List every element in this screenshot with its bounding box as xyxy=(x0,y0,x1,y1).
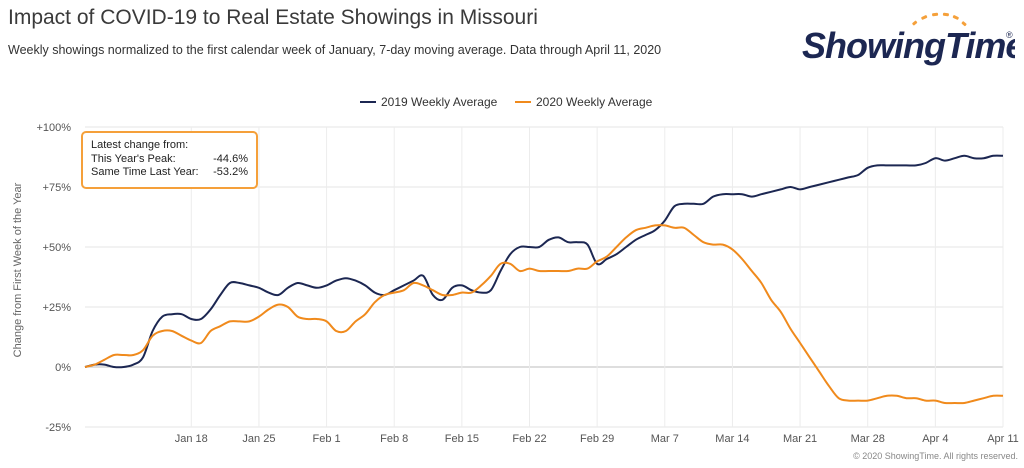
logo-registered-mark: ® xyxy=(1006,30,1013,40)
legend-swatch-2020 xyxy=(515,101,531,103)
chart-subtitle: Weekly showings normalized to the first … xyxy=(8,43,662,57)
legend-item-2019[interactable]: 2019 Weekly Average xyxy=(360,95,497,109)
x-tick-label: Feb 22 xyxy=(512,433,546,445)
copyright-notice: © 2020 ShowingTime. All rights reserved. xyxy=(853,451,1018,461)
series-lines xyxy=(84,154,1004,405)
x-tick-label: Feb 1 xyxy=(313,433,341,445)
logo-text: ShowingTime xyxy=(802,25,1015,66)
y-tick-label: 0% xyxy=(55,362,71,374)
last-year-value: -53.2% xyxy=(213,166,248,178)
y-tick-label: +50% xyxy=(43,242,72,254)
latest-change-heading: Latest change from: xyxy=(91,139,189,151)
x-tick-label: Apr 11 xyxy=(987,433,1019,445)
peak-value: -44.6% xyxy=(213,153,248,165)
x-tick-label: Jan 25 xyxy=(242,433,275,445)
latest-change-row-peak: This Year's Peak: -44.6% xyxy=(91,153,248,166)
x-tick-label: Feb 29 xyxy=(580,433,614,445)
latest-change-row-last-year: Same Time Last Year: -53.2% xyxy=(91,166,248,179)
chart-legend: 2019 Weekly Average 2020 Weekly Average xyxy=(0,95,1024,111)
peak-label: This Year's Peak: xyxy=(91,153,176,165)
x-tick-label: Apr 4 xyxy=(922,433,948,445)
x-axis-ticks: Jan 18 Jan 25 Feb 1 Feb 8 Feb 15 Feb 22 Feb 29… xyxy=(175,433,1019,445)
y-tick-label: +75% xyxy=(43,182,72,194)
y-tick-label: +100% xyxy=(36,122,71,134)
legend-label-2019: 2019 Weekly Average xyxy=(381,95,498,109)
y-axis-ticks: -25% 0% +25% +50% +75% +100% xyxy=(36,122,71,434)
grid-lines xyxy=(85,126,1004,428)
series-line-2019[interactable] xyxy=(84,154,1004,369)
x-tick-label: Feb 8 xyxy=(380,433,408,445)
x-tick-label: Mar 21 xyxy=(783,433,817,445)
legend-item-2020[interactable]: 2020 Weekly Average xyxy=(515,95,652,109)
x-tick-label: Jan 18 xyxy=(175,433,208,445)
showingtime-logo: ShowingTime ® xyxy=(802,12,1015,66)
x-tick-label: Mar 28 xyxy=(851,433,885,445)
latest-change-box: Latest change from: This Year's Peak: -4… xyxy=(81,131,258,189)
x-tick-label: Mar 14 xyxy=(715,433,749,445)
chart-title: Impact of COVID-19 to Real Estate Showin… xyxy=(8,6,538,29)
legend-swatch-2019 xyxy=(360,101,376,103)
logo-sun-rays-icon xyxy=(912,12,967,27)
series-line-2020[interactable] xyxy=(84,224,1004,405)
x-tick-label: Feb 15 xyxy=(445,433,479,445)
legend-label-2020: 2020 Weekly Average xyxy=(536,95,653,109)
y-tick-label: +25% xyxy=(43,302,72,314)
y-tick-label: -25% xyxy=(45,422,71,434)
last-year-label: Same Time Last Year: xyxy=(91,166,199,178)
x-tick-label: Mar 7 xyxy=(651,433,679,445)
